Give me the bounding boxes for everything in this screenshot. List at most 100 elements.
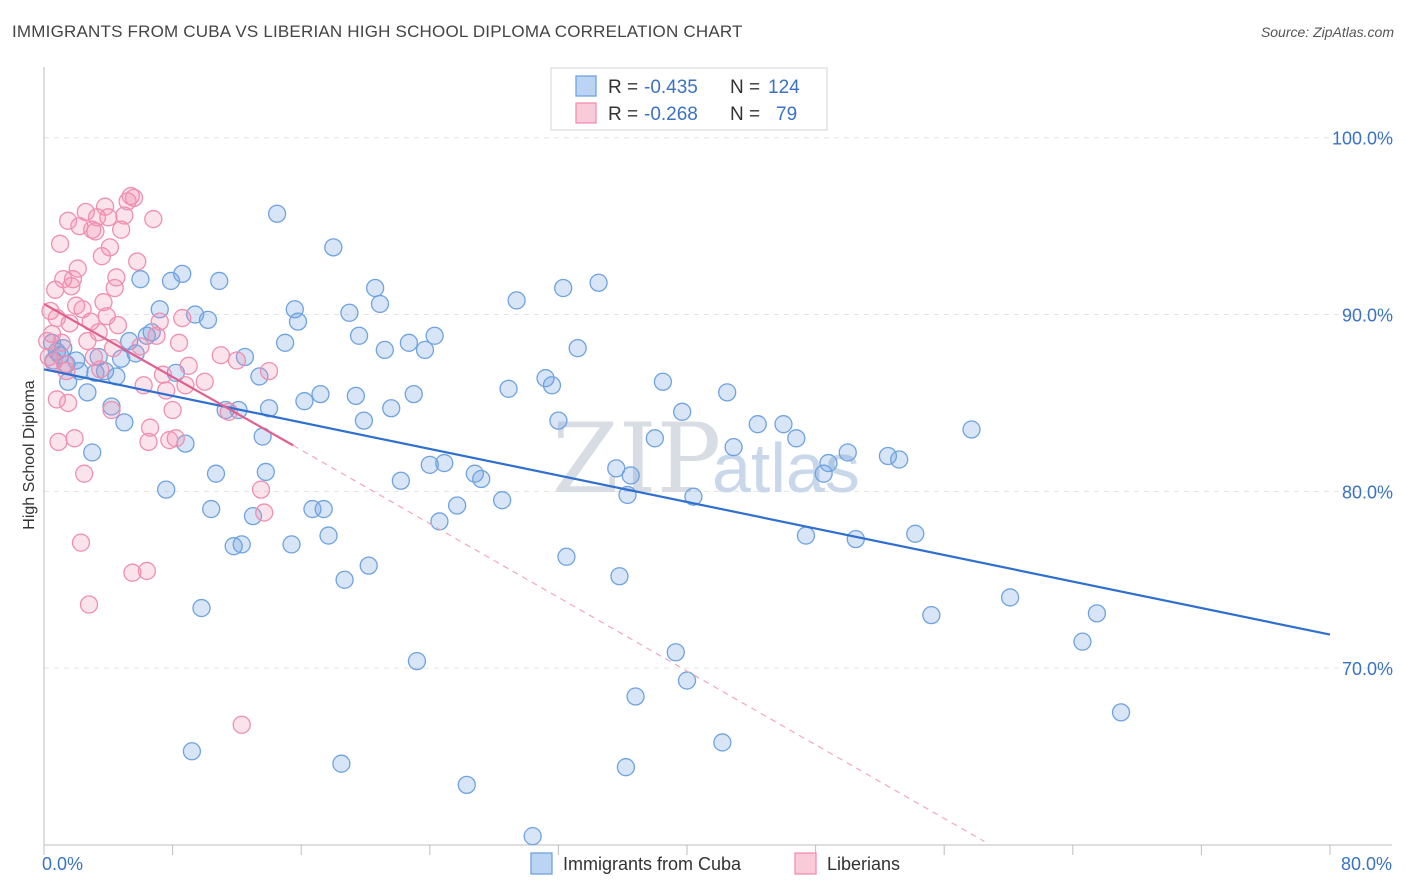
cuba-point — [626, 687, 645, 706]
cuba-point — [1073, 632, 1092, 651]
legend-n-value-cuba: 124 — [768, 77, 800, 98]
legend-n-value-liberia: 79 — [776, 104, 797, 125]
cuba-point — [1000, 588, 1020, 607]
cuba-point — [1087, 604, 1107, 623]
cuba-point — [430, 512, 449, 531]
cuba-point — [838, 443, 857, 462]
liberia-point — [140, 418, 160, 437]
cuba-point — [354, 411, 374, 430]
liberia-point — [76, 202, 95, 222]
liberia-point — [100, 238, 120, 257]
cuba-point — [370, 294, 390, 314]
liberia-point — [95, 197, 115, 216]
cuba-point — [523, 827, 542, 846]
liberia-trend-line — [43, 302, 294, 447]
cuba-point — [568, 338, 587, 358]
cuba-point — [425, 326, 444, 345]
liberia-point — [131, 337, 150, 356]
trend-lines — [43, 302, 1331, 842]
cuba-point — [724, 438, 743, 457]
cuba-point — [131, 270, 150, 289]
cuba-point — [275, 333, 295, 352]
cuba-point — [359, 556, 378, 575]
cuba-point — [382, 399, 401, 418]
cuba-point — [554, 278, 573, 298]
cuba-point — [250, 367, 269, 386]
liberia-point — [58, 393, 78, 413]
cuba-point — [684, 487, 703, 506]
cuba-point — [319, 526, 338, 545]
liberia-point — [163, 400, 182, 420]
cuba-point — [210, 271, 229, 291]
liberia-point — [71, 533, 91, 552]
axes — [43, 67, 1392, 855]
cuba-point — [157, 480, 176, 499]
liberia-point — [179, 356, 198, 375]
liberia-point — [68, 259, 87, 278]
cuba-point — [415, 340, 435, 360]
liberia-point — [112, 220, 131, 239]
legend-n-label-liberia: N = — [730, 104, 760, 125]
chart-title: IMMIGRANTS FROM CUBA VS LIBERIAN HIGH SC… — [12, 22, 743, 41]
cuba-point — [198, 310, 218, 330]
liberia-point — [160, 430, 179, 450]
bottom-legend-swatch-cuba — [530, 852, 553, 875]
liberia-point — [121, 186, 140, 206]
cuba-point — [311, 384, 330, 404]
cuba-point — [407, 651, 427, 671]
cuba-point — [787, 429, 806, 448]
cuba-point — [557, 547, 576, 566]
cuba-point — [243, 506, 263, 526]
cuba-point — [1111, 703, 1131, 722]
liberia-point — [52, 333, 71, 352]
liberia-trend-extension — [292, 444, 985, 842]
liberia-point — [91, 360, 110, 379]
liberia-point — [123, 563, 142, 582]
liberia-point — [259, 361, 279, 381]
y-tick-labels: 100.0% 90.0% 80.0% 70.0% — [1332, 129, 1393, 679]
cuba-point — [878, 446, 898, 466]
liberia-point — [139, 432, 158, 452]
cuba-point — [391, 471, 411, 490]
chart-source: Source: ZipAtlas.com — [1260, 24, 1394, 40]
cuba-point — [288, 312, 308, 331]
cuba-point — [447, 496, 467, 515]
liberia-point — [86, 222, 105, 241]
x-tick-labels: 0.0% 80.0% — [42, 854, 1392, 874]
cuba-point — [814, 464, 833, 483]
cuba-point — [365, 278, 385, 298]
series-cuba — [42, 204, 1131, 846]
liberia-point — [63, 270, 83, 289]
cuba-point — [589, 273, 608, 292]
cuba-point — [78, 383, 97, 402]
cuba-point — [666, 643, 685, 662]
liberia-point — [99, 208, 118, 227]
cuba-trend-line — [43, 368, 1331, 636]
x-tick-label-max: 80.0% — [1341, 854, 1392, 874]
cuba-point — [349, 326, 369, 345]
cuba-point — [346, 386, 366, 406]
cuba-point — [607, 459, 626, 478]
cuba-point — [202, 499, 221, 519]
legend-r-label-cuba: R = — [608, 77, 638, 98]
cuba-point — [161, 271, 181, 291]
bottom-legend: Immigrants from Cuba Liberians — [530, 852, 900, 875]
liberia-point — [124, 188, 144, 207]
bottom-legend-label-cuba: Immigrants from Cuba — [563, 854, 742, 874]
cuba-point — [713, 733, 732, 752]
cuba-point — [83, 443, 102, 462]
cuba-point — [150, 300, 169, 319]
cuba-point — [748, 415, 767, 434]
cuba-point — [335, 570, 354, 589]
cuba-point — [267, 204, 287, 223]
liberia-point — [62, 277, 81, 296]
cuba-point — [282, 535, 301, 554]
cuba-point — [324, 238, 343, 257]
liberia-point — [75, 464, 94, 483]
cuba-point — [653, 372, 673, 391]
cuba-point — [796, 526, 816, 545]
liberia-point — [232, 715, 251, 734]
cuba-point — [404, 384, 423, 404]
legend-swatch-cuba — [575, 75, 597, 97]
